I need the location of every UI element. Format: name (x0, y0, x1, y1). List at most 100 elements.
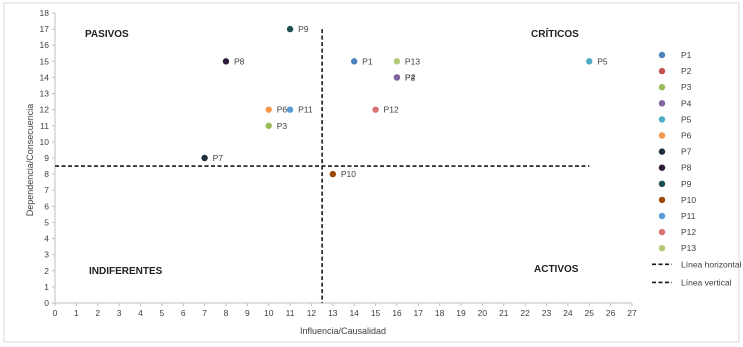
data-points: P1 P2 P3 P4 P5 P6 P7 P8 P9 P10 P11 P12 P13 (201, 24, 608, 179)
data-point-p7 (201, 154, 208, 162)
legend-entry-p2: P2 (681, 66, 692, 76)
legend-marker-p1 (658, 51, 666, 59)
chart-frame (3, 2, 740, 343)
y-tick-label: 3 (44, 250, 49, 260)
reference-lines (55, 29, 590, 303)
x-tick-label: 2 (95, 308, 100, 318)
y-tick-label: 5 (44, 217, 49, 227)
legend-marker-p7 (658, 148, 666, 155)
data-label-p8: P8 (234, 56, 245, 66)
y-tick-label: 9 (44, 153, 49, 163)
y-tick-label: 2 (44, 266, 49, 276)
data-point-p13 (393, 58, 401, 65)
y-tick-label: 12 (40, 105, 50, 115)
x-tick-label: 9 (245, 308, 250, 318)
legend-marker-p6 (658, 132, 666, 139)
x-tick-label: 13 (328, 308, 338, 318)
legend-marker-p8 (658, 164, 666, 171)
legend-marker-p11 (658, 212, 666, 220)
x-tick-label: 12 (307, 308, 317, 318)
data-label-p12: P12 (384, 105, 399, 115)
x-tick-label: 3 (117, 308, 122, 318)
legend-entry-vertical-line: Línea vertical (681, 277, 732, 287)
legend-entry-p11: P11 (681, 211, 696, 221)
legend: P1 P2 P3 P4 P5 P6 P7 P8 P9 P10 P11 P12 P13 Línea hori… (652, 50, 742, 287)
legend-marker-p2 (658, 67, 666, 75)
legend-entry-p3: P3 (681, 82, 692, 92)
legend-marker-p12 (658, 228, 666, 236)
data-point-p4 (393, 74, 401, 81)
data-label-p5: P5 (597, 56, 608, 66)
quadrant-label-pasivos: PASIVOS (85, 29, 129, 40)
y-tick-label: 17 (40, 24, 50, 34)
quadrant-label-indiferentes: INDIFERENTES (89, 266, 163, 277)
x-tick-label: 17 (414, 308, 424, 318)
data-label-p6: P6 (277, 105, 288, 115)
y-tick-label: 16 (40, 40, 50, 50)
y-tick-label: 11 (40, 121, 49, 131)
data-point-p6 (265, 106, 272, 113)
x-tick-label: 11 (286, 308, 295, 318)
x-tick-label: 19 (456, 308, 466, 318)
legend-entry-p4: P4 (681, 98, 692, 108)
legend-entry-p1: P1 (681, 50, 692, 60)
quadrant-label-activos: ACTIVOS (534, 264, 579, 275)
x-tick-label: 10 (264, 308, 274, 318)
x-tick-label: 20 (478, 308, 488, 318)
legend-marker-p9 (658, 180, 666, 187)
x-tick-label: 21 (499, 308, 509, 318)
x-tick-label: 23 (542, 308, 552, 318)
data-point-p11 (286, 106, 294, 113)
legend-entry-p5: P5 (681, 114, 692, 124)
legend-entry-p13: P13 (681, 243, 696, 253)
x-tick-label: 1 (74, 308, 79, 318)
data-point-p12 (372, 106, 379, 113)
y-tick-label: 8 (44, 169, 49, 179)
y-axis-label: Dependencia/Consecuencia (25, 104, 35, 217)
y-tick-label: 10 (40, 137, 50, 147)
legend-entry-p9: P9 (681, 179, 692, 189)
data-label-p2: P2 (405, 72, 416, 82)
x-tick-label: 27 (627, 308, 637, 318)
y-tick-label: 4 (44, 234, 49, 244)
y-tick-label: 7 (44, 185, 49, 195)
quadrant-labels: PASIVOS CRÍTICOS INDIFERENTES ACTIVOS (85, 27, 579, 277)
x-tick-label: 22 (520, 308, 530, 318)
y-tick-label: 0 (44, 298, 49, 308)
legend-entry-p7: P7 (681, 147, 692, 157)
quadrant-label-criticos: CRÍTICOS (531, 27, 579, 40)
x-tick-label: 26 (606, 308, 616, 318)
data-label-p10: P10 (341, 169, 356, 179)
x-tick-label: 8 (224, 308, 229, 318)
legend-marker-p5 (658, 116, 666, 123)
y-tick-label: 15 (40, 56, 50, 66)
data-point-p3 (265, 122, 272, 129)
legend-entry-p6: P6 (681, 131, 692, 141)
x-tick-label: 14 (349, 308, 359, 318)
data-point-p9 (286, 25, 294, 33)
data-point-p5 (586, 58, 593, 65)
data-label-p11: P11 (298, 105, 313, 115)
data-label-p7: P7 (213, 153, 224, 163)
data-label-p13: P13 (405, 56, 420, 66)
data-label-p1: P1 (362, 56, 373, 66)
y-tick-label: 1 (44, 282, 49, 292)
data-point-p8 (222, 58, 230, 65)
legend-marker-p4 (658, 100, 666, 107)
legend-entry-p12: P12 (681, 227, 696, 237)
legend-entry-horizontal-line: Línea horizontal (681, 259, 742, 269)
x-tick-label: 16 (392, 308, 402, 318)
x-tick-label: 5 (159, 308, 164, 318)
x-axis-label: Influencia/Causalidad (300, 326, 386, 336)
legend-marker-p10 (658, 196, 666, 204)
y-tick-label: 18 (40, 8, 50, 18)
x-tick-label: 7 (202, 308, 207, 318)
y-tick-label: 6 (44, 201, 49, 211)
legend-entry-p8: P8 (681, 163, 692, 173)
x-tick-label: 0 (53, 308, 58, 318)
data-point-p1 (350, 58, 358, 65)
legend-entry-p10: P10 (681, 195, 696, 205)
data-label-p4: P4 (405, 72, 416, 82)
